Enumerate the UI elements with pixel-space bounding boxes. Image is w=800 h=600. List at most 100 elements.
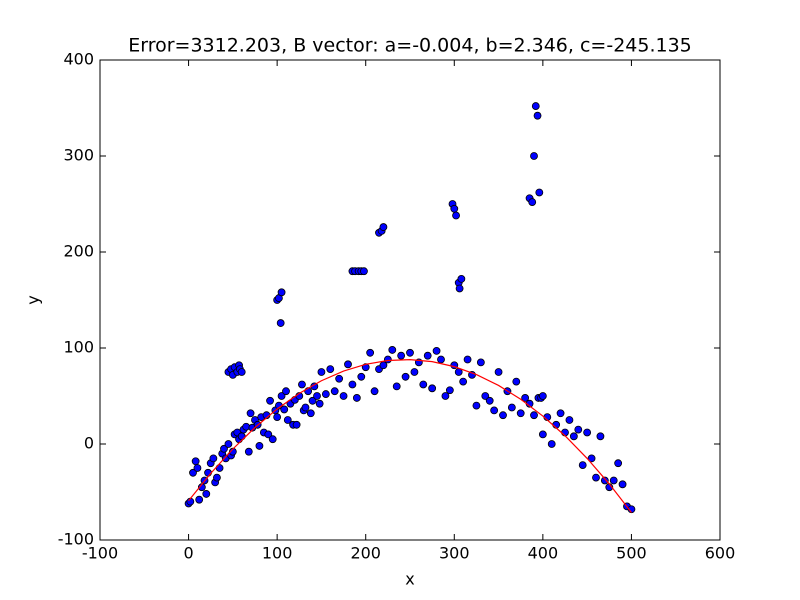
- data-point: [246, 409, 255, 418]
- data-point: [428, 384, 437, 393]
- data-point: [357, 372, 366, 381]
- x-tick-label: 300: [439, 544, 470, 563]
- data-point: [388, 346, 397, 354]
- data-point: [317, 368, 326, 376]
- data-point: [255, 442, 264, 450]
- data-point: [528, 198, 537, 206]
- data-point: [321, 390, 330, 398]
- data-point: [268, 435, 277, 444]
- data-point: [587, 454, 596, 463]
- data-point: [494, 368, 503, 376]
- y-axis-label: y: [24, 295, 43, 304]
- data-point: [366, 348, 375, 357]
- data-point: [609, 476, 618, 485]
- data-point: [326, 365, 335, 374]
- data-point: [282, 387, 290, 396]
- data-point: [383, 355, 392, 364]
- data-point: [392, 382, 401, 391]
- data-point: [202, 490, 211, 498]
- data-point: [244, 447, 253, 456]
- data-point: [592, 473, 600, 482]
- data-point: [193, 464, 202, 472]
- data-point: [360, 267, 368, 276]
- data-point: [220, 444, 228, 453]
- y-tick-label: 300: [63, 146, 94, 165]
- data-point: [292, 420, 301, 429]
- data-point: [481, 392, 490, 400]
- data-point: [313, 392, 321, 400]
- data-point: [301, 403, 310, 412]
- y-tick-label: 200: [63, 242, 94, 261]
- data-point: [547, 440, 556, 448]
- data-point: [209, 454, 218, 463]
- data-point: [521, 394, 530, 402]
- data-point: [538, 430, 547, 439]
- data-point: [455, 284, 464, 293]
- data-point: [419, 380, 428, 389]
- data-point: [499, 411, 507, 420]
- data-point: [565, 416, 574, 424]
- data-point: [189, 468, 197, 477]
- data-point: [556, 409, 565, 418]
- data-point: [614, 459, 623, 468]
- data-point: [618, 480, 627, 489]
- data-point: [596, 432, 605, 441]
- data-point: [266, 396, 274, 405]
- data-point: [344, 360, 352, 369]
- data-point: [283, 416, 292, 424]
- y-tick-label: -100: [58, 530, 94, 549]
- data-point: [441, 392, 450, 400]
- data-point: [533, 111, 542, 120]
- data-point: [315, 399, 324, 408]
- y-tick-label: 100: [63, 338, 94, 357]
- data-point: [569, 432, 578, 441]
- data-point: [264, 430, 273, 439]
- data-point: [280, 405, 289, 414]
- data-point: [370, 387, 379, 396]
- data-point: [530, 411, 538, 420]
- data-point: [308, 396, 317, 405]
- data-point: [538, 392, 547, 400]
- data-point: [379, 223, 388, 231]
- y-tick-label: 0: [84, 434, 94, 453]
- x-tick-label: 100: [262, 544, 293, 563]
- data-point: [561, 428, 569, 437]
- data-point: [276, 319, 285, 327]
- data-point: [463, 355, 472, 364]
- data-point: [445, 386, 454, 395]
- data-point: [512, 377, 521, 386]
- data-point: [600, 476, 609, 485]
- data-point: [397, 351, 406, 360]
- data-point: [401, 372, 410, 381]
- data-point: [330, 387, 339, 396]
- data-point: [531, 102, 540, 110]
- data-point: [476, 358, 485, 367]
- data-point: [574, 425, 583, 434]
- y-tick-label: 400: [63, 50, 94, 69]
- plot-frame: [99, 59, 721, 541]
- data-point: [298, 380, 306, 389]
- data-point: [195, 495, 204, 504]
- data-point: [578, 461, 587, 470]
- data-point: [224, 440, 233, 448]
- data-point: [348, 380, 357, 389]
- data-point: [406, 348, 414, 357]
- data-point: [450, 204, 459, 213]
- x-tick-label: -100: [82, 544, 118, 563]
- data-point: [432, 346, 441, 355]
- data-point: [410, 368, 419, 376]
- data-point: [507, 403, 516, 412]
- data-point: [516, 409, 525, 418]
- data-point: [457, 274, 466, 283]
- data-point: [530, 152, 538, 160]
- data-point: [485, 396, 494, 405]
- data-point: [237, 368, 246, 376]
- x-tick-label: 500: [616, 544, 647, 563]
- data-point: [472, 401, 481, 410]
- data-point: [490, 406, 499, 415]
- data-point: [423, 351, 432, 360]
- data-point: [277, 392, 286, 400]
- x-axis-label: x: [405, 570, 414, 589]
